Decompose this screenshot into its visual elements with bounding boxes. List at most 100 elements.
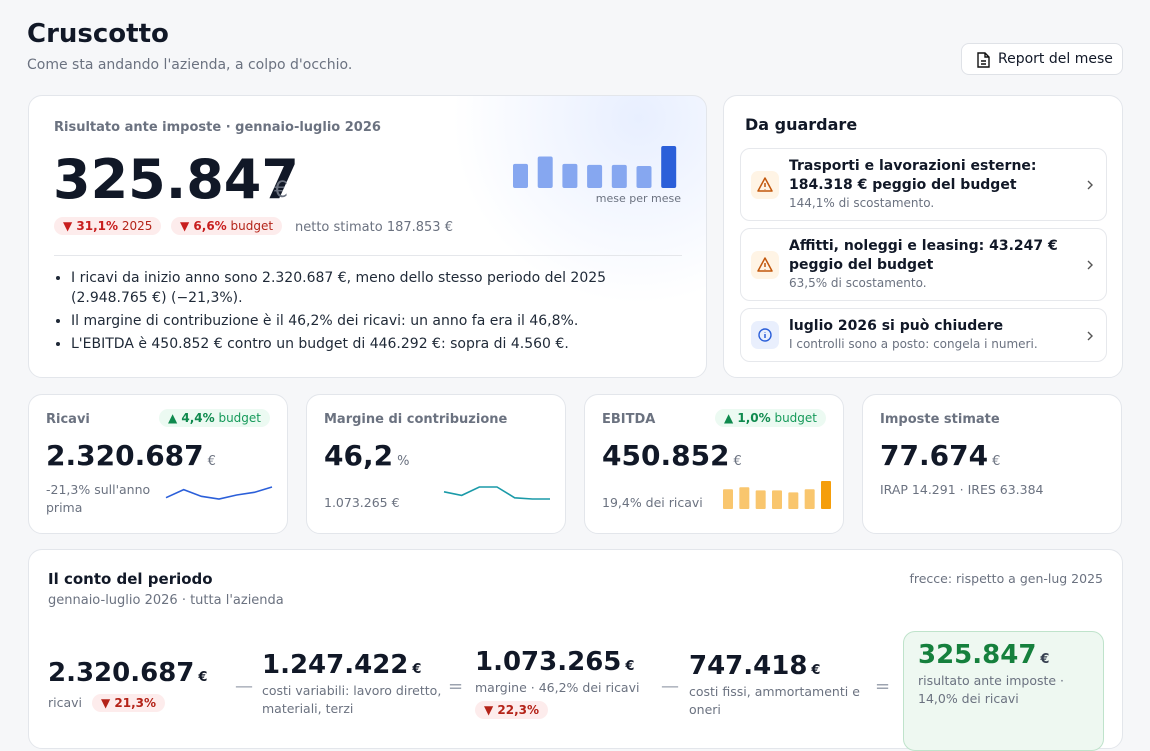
spark-bar xyxy=(772,490,782,509)
month-bar xyxy=(661,146,677,188)
value: 747.418 xyxy=(689,651,808,681)
monthly-caption: mese per mese xyxy=(595,192,681,205)
kpi-label: Margine di contribuzione xyxy=(324,412,508,427)
spark-bar xyxy=(723,489,733,509)
kpi-note: 1.073.265 € xyxy=(324,495,400,510)
period-card: Il conto del periodo gennaio-luglio 2026… xyxy=(28,549,1123,751)
step-value: 747.418 € xyxy=(689,651,869,681)
watch-item[interactable]: luglio 2026 si può chiudere I controlli … xyxy=(740,308,1107,362)
unit: % xyxy=(397,454,410,469)
hero-net: netto stimato 187.853 € xyxy=(295,220,453,235)
kpi-note: 19,4% dei ricavi xyxy=(602,495,703,510)
kpi-note: IRAP 14.291 · IRES 63.384 xyxy=(880,482,1044,497)
spark-bar xyxy=(739,487,750,509)
report-button[interactable]: Report del mese xyxy=(961,43,1123,75)
kpi-value: 77.674 € xyxy=(880,439,1000,472)
warning-icon xyxy=(751,251,779,279)
month-bar xyxy=(537,156,553,188)
unit: € xyxy=(733,454,742,469)
monthly-bars xyxy=(513,146,677,188)
kpi-card: Ricavi ▲ 4,4% budget 2.320.687 € -21,3% sull… xyxy=(28,394,288,534)
kpi-label: Imposte stimate xyxy=(880,412,1000,427)
label: ricavi xyxy=(48,695,83,710)
watch-card: Da guardare Trasporti e lavorazioni este… xyxy=(723,95,1123,378)
operator: = xyxy=(448,676,464,697)
bullet: Il margine di contribuzione è il 46,2% d… xyxy=(71,311,679,331)
badge-ref: budget xyxy=(774,411,817,425)
kpi-value: 46,2% xyxy=(324,439,409,472)
hero-pill: ▼ 31,1% 2025 xyxy=(54,217,162,235)
sparkline xyxy=(165,486,273,500)
hero-pill: ▼ 6,6% budget xyxy=(171,217,283,235)
step-label: margine · 46,2% dei ricavi xyxy=(475,680,640,695)
step: 1.073.265 € margine · 46,2% dei ricavi ▼ … xyxy=(475,647,665,719)
unit: € xyxy=(198,670,208,685)
item-detail: 144,1% di scostamento. xyxy=(789,196,935,210)
pill-ref: 2025 xyxy=(121,219,153,233)
step-label: costi fissi, ammortamenti e oneri xyxy=(689,684,860,717)
value: 46,2 xyxy=(324,439,394,472)
period-note: frecce: rispetto a gen-lug 2025 xyxy=(909,571,1103,586)
kpi-label: EBITDA xyxy=(602,412,656,427)
step-label: risultato ante imposte · 14,0% dei ricav… xyxy=(918,673,1065,706)
kpi-sparkline xyxy=(443,486,550,500)
month-bar xyxy=(636,165,652,188)
period-title: Il conto del periodo xyxy=(48,570,213,588)
badge-ref: budget xyxy=(218,411,261,425)
step-value: 1.247.422 € xyxy=(262,650,452,680)
unit: € xyxy=(207,454,216,469)
item-title: luglio 2026 si può chiudere xyxy=(789,318,1004,334)
watch-item[interactable]: Affitti, noleggi e leasing: 43.247 € peg… xyxy=(740,228,1107,301)
watch-item[interactable]: Trasporti e lavorazioni esterne: 184.318… xyxy=(740,148,1107,221)
watch-title: Da guardare xyxy=(745,115,858,134)
step: 2.320.687 € ricavi ▼ 21,3% xyxy=(48,658,207,712)
pill-delta: ▼ 31,1% xyxy=(63,219,119,233)
step-label: ricavi ▼ 21,3% xyxy=(48,694,207,712)
kpi-note: -21,3% sull'anno prima xyxy=(46,482,151,515)
page: Cruscotto Come sta andando l'azienda, a … xyxy=(0,0,1150,714)
step-value: 2.320.687 € xyxy=(48,658,207,688)
bullet: L'EBITDA è 450.852 € contro un budget di… xyxy=(71,334,679,354)
badge-delta: ▲ 4,4% xyxy=(167,411,215,425)
step-value: 1.073.265 € xyxy=(475,647,665,677)
sparkline xyxy=(443,486,550,500)
operator: = xyxy=(875,676,891,697)
step-label: costi variabili: lavoro diretto, materia… xyxy=(262,683,442,716)
spark-bar xyxy=(755,490,766,509)
month-bar xyxy=(587,164,603,188)
unit: € xyxy=(811,663,821,678)
chevron xyxy=(1087,331,1093,341)
pill-ref: budget xyxy=(230,219,274,233)
value: 1.247.422 xyxy=(262,650,409,680)
badge-delta: ▲ 1,0% xyxy=(723,411,771,425)
kpi-sparkline xyxy=(165,486,273,500)
divider xyxy=(54,255,682,256)
hero-value: 325.847 xyxy=(53,148,299,211)
month-bar xyxy=(562,163,578,188)
unit: € xyxy=(412,662,422,677)
kpi-value: 2.320.687 € xyxy=(46,439,216,472)
chevron xyxy=(1087,260,1093,270)
item-detail: I controlli sono a posto: congela i nume… xyxy=(789,337,1038,351)
button-label: Report del mese xyxy=(998,51,1113,67)
step: 747.418 € costi fissi, ammortamenti e one… xyxy=(689,651,869,719)
unit: € xyxy=(992,454,1001,469)
unit: € xyxy=(625,659,635,674)
kpi-badge: ▲ 1,0% budget xyxy=(714,409,826,427)
unit: € xyxy=(1040,652,1050,667)
kpi-value: 450.852 € xyxy=(602,439,742,472)
kpi-card: EBITDA ▲ 1,0% budget 450.852 €19,4% dei ric… xyxy=(584,394,844,534)
hero-bullets: I ricavi da inizio anno sono 2.320.687 €… xyxy=(29,268,679,354)
spark-bar xyxy=(821,481,831,509)
month-bar xyxy=(611,164,627,188)
spark-bar xyxy=(804,489,815,509)
chevron xyxy=(1087,180,1093,190)
value: 1.073.265 xyxy=(475,647,622,677)
value: 2.320.687 xyxy=(48,658,195,688)
info-icon xyxy=(751,321,779,349)
bullet: I ricavi da inizio anno sono 2.320.687 €… xyxy=(71,268,679,308)
operator: — xyxy=(235,676,253,697)
value: 450.852 xyxy=(602,439,730,472)
kpi-badge: ▲ 4,4% budget xyxy=(158,409,270,427)
step-value: 325.847 € xyxy=(918,640,1089,670)
